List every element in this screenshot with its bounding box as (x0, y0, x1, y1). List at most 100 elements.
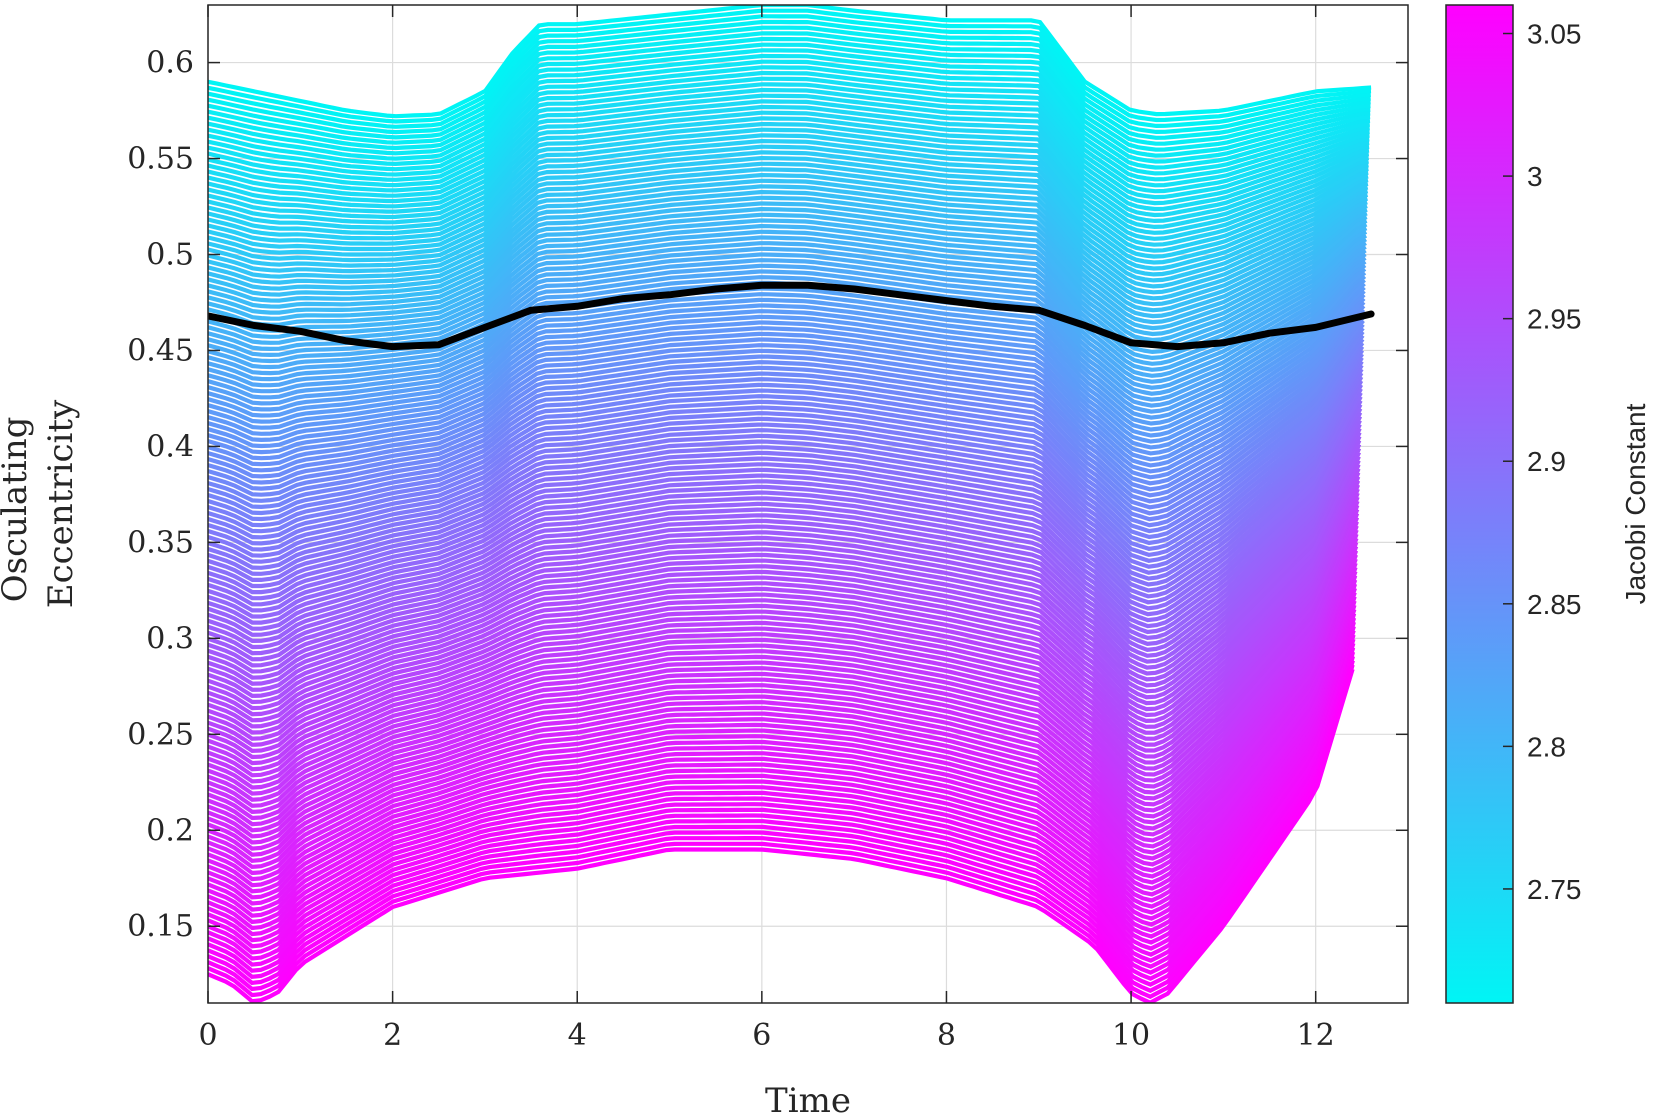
colorbar-tick-label-6: 3.05 (1527, 19, 1582, 50)
orbit-curve-122 (208, 554, 1358, 843)
orbit-curve-69 (208, 341, 1365, 528)
orbit-curve-134 (208, 604, 1357, 915)
y-axis-label-line-2: Eccentricity (41, 399, 81, 608)
orbit-curve-136 (208, 612, 1357, 927)
orbit-curve-105 (208, 483, 1361, 741)
orbit-curve-89 (208, 419, 1362, 647)
orbit-curve-59 (208, 304, 1366, 468)
orbit-curve-142 (208, 638, 1356, 963)
orbit-curve-146 (208, 655, 1356, 987)
orbit-curve-41 (208, 235, 1368, 361)
orbit-curve-42 (208, 241, 1367, 366)
orbit-curve-120 (208, 545, 1359, 831)
orbit-curve-0 (208, 5, 1372, 119)
orbit-curve-16 (208, 93, 1370, 212)
colorbar-ticks: 2.75 2.8 2.85 2.9 2.95 3 3.05 (1503, 19, 1582, 905)
orbit-curve-87 (208, 411, 1363, 635)
orbit-curve-137 (208, 617, 1357, 933)
orbit-curve-13 (208, 76, 1370, 194)
orbit-curve-81 (208, 387, 1363, 599)
orbit-curve-12 (208, 70, 1370, 188)
orbit-curve-21 (208, 122, 1369, 241)
orbit-curve-129 (208, 583, 1358, 885)
orbit-curve-26 (208, 150, 1369, 271)
orbit-curve-78 (208, 375, 1364, 581)
orbit-curve-58 (208, 300, 1366, 462)
orbit-curve-14 (208, 82, 1370, 200)
orbit-curve-147 (208, 659, 1355, 994)
orbit-family (208, 5, 1372, 1003)
orbit-curve-107 (208, 492, 1360, 753)
orbit-curve-71 (208, 349, 1365, 540)
orbit-curve-11 (208, 65, 1370, 182)
orbit-curve-141 (208, 634, 1356, 957)
orbit-curve-109 (208, 500, 1360, 765)
y-tick-label-0: 0.15 (127, 909, 194, 944)
orbit-curve-104 (208, 479, 1361, 735)
orbit-curve-103 (208, 475, 1361, 729)
orbit-curve-108 (208, 496, 1360, 759)
orbit-curve-86 (208, 407, 1363, 629)
orbit-curve-35 (208, 201, 1368, 325)
colorbar-title: Jacobi Constant (1620, 403, 1651, 604)
orbit-curve-48 (208, 263, 1367, 402)
x-tick-labels: 0 2 4 6 8 10 12 (198, 1018, 1334, 1053)
orbit-curve-46 (208, 256, 1367, 390)
orbit-curve-93 (208, 435, 1362, 670)
orbit-curve-53 (208, 282, 1366, 432)
orbit-curve-128 (208, 579, 1358, 879)
orbit-curve-114 (208, 520, 1359, 795)
orbit-curve-10 (208, 59, 1370, 176)
orbit-curve-32 (208, 184, 1368, 307)
orbit-curve-145 (208, 651, 1356, 981)
plot-frame (207, 4, 1409, 1004)
orbit-curve-82 (208, 391, 1363, 605)
orbit-curve-130 (208, 587, 1357, 891)
y-tick-label-7: 0.5 (146, 238, 194, 273)
orbit-curve-70 (208, 345, 1365, 534)
orbit-curve-72 (208, 352, 1364, 546)
orbit-curve-112 (208, 512, 1360, 783)
x-tick-label-3: 6 (752, 1018, 771, 1053)
orbit-curve-116 (208, 529, 1359, 807)
axis-ticks (207, 5, 1408, 1003)
orbit-curve-143 (208, 642, 1356, 969)
orbit-curve-94 (208, 439, 1362, 676)
orbit-curve-100 (208, 463, 1361, 712)
orbit-curve-54 (208, 285, 1366, 438)
orbit-curve-27 (208, 155, 1369, 277)
x-tick-label-5: 10 (1112, 1018, 1150, 1053)
orbit-curve-51 (208, 274, 1367, 420)
orbit-curve-68 (208, 337, 1365, 522)
x-tick-label-6: 12 (1297, 1018, 1335, 1053)
orbit-curve-139 (208, 625, 1356, 945)
orbit-curve-77 (208, 371, 1364, 575)
y-tick-label-6: 0.45 (127, 333, 194, 368)
orbit-curve-57 (208, 297, 1366, 456)
orbit-curve-22 (208, 127, 1369, 247)
colorbar-tick-label-2: 2.85 (1527, 589, 1582, 620)
orbit-curve-18 (208, 104, 1370, 224)
orbit-curve-121 (208, 549, 1359, 837)
x-tick-label-2: 4 (568, 1018, 587, 1053)
orbit-curve-76 (208, 368, 1364, 569)
orbit-curve-90 (208, 423, 1362, 652)
y-axis-label-line-1: Osculating (0, 417, 35, 603)
orbit-curve-75 (208, 364, 1364, 563)
x-tick-label-4: 8 (937, 1018, 956, 1053)
y-axis-label: Osculating Eccentricity (0, 399, 81, 608)
orbit-curve-79 (208, 379, 1364, 587)
orbit-curve-98 (208, 455, 1361, 700)
orbit-curve-37 (208, 212, 1368, 337)
orbit-curve-80 (208, 383, 1364, 593)
x-axis-label: Time (765, 1081, 851, 1115)
orbit-curve-125 (208, 566, 1358, 861)
orbit-curve-73 (208, 356, 1364, 552)
colorbar (1445, 4, 1514, 1004)
orbit-curve-124 (208, 562, 1358, 855)
colorbar-tick-label-3: 2.9 (1527, 446, 1566, 477)
orbit-curve-132 (208, 595, 1357, 903)
orbit-curve-61 (208, 311, 1366, 480)
orbit-curve-56 (208, 293, 1366, 450)
